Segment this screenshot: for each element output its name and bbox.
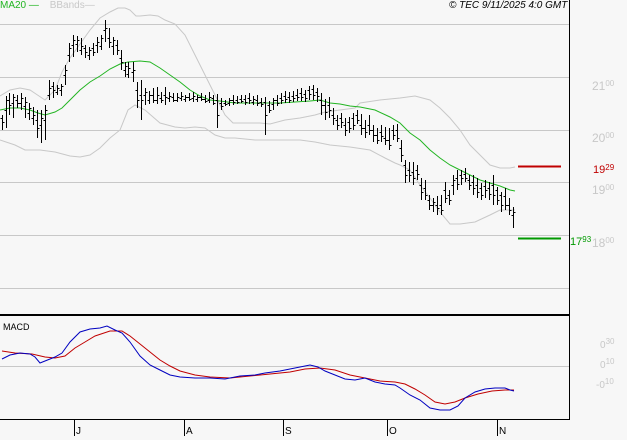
- x-label-nov: N: [499, 426, 507, 437]
- x-label-oct: O: [389, 426, 397, 437]
- x-label-jul: J: [76, 426, 81, 437]
- ma20-line: [0, 60, 516, 192]
- y-label-18: 1800: [592, 236, 615, 250]
- copyright-text: © TEC 9/11/2025 4:0 GMT: [449, 0, 568, 11]
- macd-signal-line: [1, 330, 514, 405]
- chart-legend: MA20 — BBands—: [0, 0, 95, 11]
- x-ticks: [74, 420, 498, 436]
- legend-bbands-swatch: —: [84, 0, 95, 11]
- legend-ma20: MA20: [0, 0, 27, 11]
- x-label-aug: A: [186, 426, 193, 437]
- legend-ma20-swatch: —: [26, 0, 39, 11]
- y-label-21: 2100: [592, 79, 615, 93]
- y-label-20: 2000: [592, 131, 615, 145]
- support-label: 1793: [570, 235, 592, 248]
- x-label-sep: S: [285, 426, 292, 437]
- ohlc-bars: [0, 20, 516, 228]
- macd-title: MACD: [3, 322, 30, 332]
- macd-label-010: 010: [600, 357, 615, 371]
- macd-line: [1, 325, 515, 411]
- bband-upper-line: [0, 7, 516, 169]
- macd-label-neg010: -010: [596, 377, 614, 391]
- resistance-label: 1929: [593, 163, 615, 176]
- bband-lower-line: [0, 104, 515, 225]
- price-grid: [0, 24, 569, 367]
- legend-bbands: BBands: [49, 0, 85, 11]
- y-label-19: 1900: [592, 183, 615, 197]
- macd-label-030: 030: [600, 337, 615, 351]
